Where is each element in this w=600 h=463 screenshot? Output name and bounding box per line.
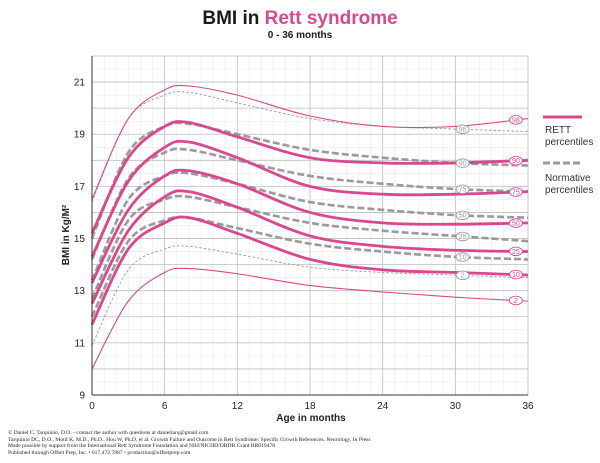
- rett-label-text-p50: 50: [512, 221, 520, 228]
- rett-label-text-p10: 10: [512, 272, 520, 279]
- legend-normative-label-1: Normative: [545, 173, 591, 184]
- normative-label-text-p75: 75: [459, 187, 467, 194]
- x-tick-label: 6: [162, 401, 168, 412]
- y-tick-label: 13: [74, 286, 86, 297]
- footer-line-4: Published through Offset Prep, Inc. • 61…: [8, 449, 191, 456]
- chart-title-prefix: BMI in: [202, 8, 264, 29]
- normative-label-badge-p10: [455, 252, 470, 262]
- x-tick-label: 30: [450, 401, 462, 412]
- normative-label-badge-p2: [455, 270, 470, 281]
- rett-line-p10: [90, 215, 529, 326]
- normative-label-text-p90: 90: [459, 161, 467, 168]
- normative-line-p75: [90, 147, 529, 260]
- footer-line-2: Tarquinio DC, D.O., Motil K, M.D., Ph.D.…: [8, 436, 371, 443]
- normative-line-p10: [90, 215, 529, 318]
- normative-label-badge-p90: [455, 158, 470, 168]
- rett-line-p25: [90, 189, 529, 305]
- rett-label-badge-p90: [508, 155, 523, 166]
- rett-label-badge-p98: [508, 115, 523, 125]
- rett-label-badge-p2: [508, 295, 523, 306]
- tick-labels: 0 6 12 18 24 30 36 9 11 13 15 17 19 21: [74, 78, 534, 412]
- x-tick-label: 12: [232, 401, 244, 412]
- rett-line-p50: [90, 168, 529, 284]
- series-lines: [90, 84, 529, 370]
- normative-label-text-p50: 50: [459, 213, 467, 220]
- rett-label-badge-p50: [508, 218, 523, 228]
- legend: RETT percentiles Normative percentiles: [543, 115, 593, 196]
- rett-line-p75: [90, 139, 529, 258]
- normative-label-text-p2: 2: [461, 273, 465, 280]
- rett-label-text-p90: 90: [512, 158, 520, 165]
- chart-title: BMI in Rett syndrome: [202, 8, 397, 29]
- axes: [91, 56, 528, 396]
- rett-line-p2: [91, 267, 529, 370]
- normative-label-badge-p98: [455, 124, 470, 135]
- legend-normative-label-2: percentiles: [545, 185, 593, 196]
- chart-title-highlight: Rett syndrome: [265, 8, 398, 29]
- rett-line-p98: [91, 84, 529, 200]
- x-tick-label: 24: [377, 401, 389, 412]
- rett-label-text-p2: 2: [514, 298, 518, 305]
- y-axis-label: BMI in Kg/M²: [61, 204, 72, 265]
- x-tick-label: 18: [304, 401, 316, 412]
- legend-rett-label-1: RETT: [545, 125, 571, 136]
- rett-label-badge-p25: [508, 246, 523, 257]
- normative-label-badge-p25: [455, 231, 470, 242]
- y-tick-label: 21: [74, 78, 86, 89]
- rett-label-text-p98: 98: [512, 117, 520, 124]
- percentile-labels: 2 10 25 50 75 90 98 2 10 25 50 75 90 98: [455, 115, 523, 306]
- normative-label-badge-p50: [455, 210, 470, 221]
- rett-label-text-p25: 25: [512, 249, 520, 256]
- rett-label-badge-p75: [508, 187, 523, 197]
- normative-label-text-p10: 10: [459, 254, 467, 261]
- y-tick-label: 9: [79, 391, 85, 402]
- x-tick-label: 0: [89, 401, 95, 412]
- y-tick-label: 11: [75, 338, 86, 349]
- normative-label-text-p25: 25: [459, 234, 467, 241]
- chart-subtitle: 0 - 36 months: [268, 30, 333, 41]
- y-tick-label: 17: [74, 182, 86, 193]
- rett-label-text-p75: 75: [512, 189, 520, 196]
- rett-label-badge-p10: [508, 269, 523, 280]
- x-tick-label: 36: [522, 401, 534, 412]
- normative-line-p2: [91, 245, 529, 346]
- x-axis-label: Age in months: [276, 413, 346, 424]
- legend-rett-label-2: percentiles: [545, 137, 593, 148]
- footer: © Daniel C. Tarquinio, D.O. - contact th…: [8, 430, 593, 456]
- footer-line-1: © Daniel C. Tarquinio, D.O. - contact th…: [8, 430, 209, 436]
- y-tick-label: 19: [74, 130, 86, 141]
- rett-line-p90: [90, 120, 529, 234]
- normative-label-text-p98: 98: [459, 127, 467, 134]
- normative-label-badge-p75: [455, 184, 470, 195]
- y-tick-label: 15: [74, 234, 86, 245]
- footer-line-3: Made possible by support from the Intern…: [8, 443, 276, 450]
